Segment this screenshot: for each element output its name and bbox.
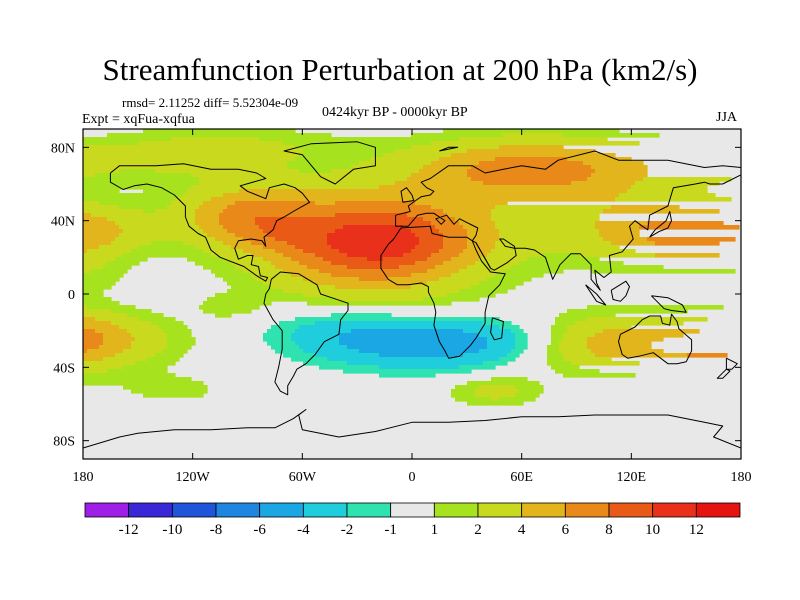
colorbar-label: 4 xyxy=(518,522,526,538)
japan-coast xyxy=(649,211,672,238)
colorbar-swatch xyxy=(521,502,566,518)
experiment-label: Expt = xqFua-xqfua xyxy=(82,112,195,127)
colorbar-swatch xyxy=(215,502,261,518)
season-label: JJA xyxy=(716,110,738,125)
y-tick-label: 40N xyxy=(51,215,75,230)
x-tick-label: 0 xyxy=(409,470,416,485)
colorbar-swatch xyxy=(302,502,348,518)
new-guinea-coast xyxy=(651,295,687,313)
colorbar-label: -2 xyxy=(341,522,354,538)
colorbar-label: 12 xyxy=(689,522,704,538)
x-tick-label: 120W xyxy=(176,470,211,485)
colorbar-swatch xyxy=(564,502,610,518)
antarctica-coast xyxy=(83,409,741,449)
north-america-coast xyxy=(109,163,311,282)
colorbar-label: 1 xyxy=(431,522,439,538)
colorbar-swatch xyxy=(433,502,479,518)
new-zealand-south xyxy=(716,368,731,379)
arabia-coast xyxy=(475,242,492,269)
x-tick-label: 120E xyxy=(617,470,647,485)
colorbar-swatch xyxy=(128,502,173,518)
colorbar-label: -4 xyxy=(297,522,310,538)
period-label: 0424kyr BP - 0000kyr BP xyxy=(322,105,468,120)
colorbar-label: -1 xyxy=(384,522,397,538)
colorbar-swatch xyxy=(608,502,654,518)
x-tick-label: 180 xyxy=(731,470,752,485)
colorbar-swatch xyxy=(171,502,217,518)
colorbar-swatch xyxy=(346,502,392,518)
colorbar-swatch xyxy=(259,502,304,518)
colorbar-label: 2 xyxy=(474,522,482,538)
colorbar: -12 -10 -8 -6 -4 -2 -1 1 2 4 6 8 10 12 xyxy=(84,502,741,538)
australia-coast xyxy=(618,313,693,365)
colorbar-label: 10 xyxy=(645,522,660,538)
colorbar-label: 6 xyxy=(562,522,570,538)
eurasia-coast xyxy=(395,150,741,291)
colorbar-swatch xyxy=(84,502,130,518)
africa-coast xyxy=(380,225,506,359)
south-america-coast xyxy=(263,271,349,396)
colorbar-label: -6 xyxy=(253,522,266,538)
y-axis: 80N 40N 0 40S 80S xyxy=(51,141,741,450)
y-tick-label: 40S xyxy=(53,361,75,376)
colorbar-swatch xyxy=(390,502,435,518)
map-title: Streamfunction Perturbation at 200 hPa (… xyxy=(102,52,698,87)
colorbar-swatch xyxy=(652,502,697,518)
x-axis: 180 120W 60W 0 60E 120E 180 xyxy=(73,129,752,485)
x-tick-label: 60E xyxy=(510,470,533,485)
new-zealand-coast xyxy=(725,357,738,370)
contour-field xyxy=(83,129,741,459)
great-britain-coast xyxy=(400,187,415,203)
colorbar-label: -12 xyxy=(119,522,139,538)
stats-label: rmsd= 2.11252 diff= 5.52304e-09 xyxy=(122,95,299,110)
madagascar-coast xyxy=(490,317,504,341)
y-tick-label: 80N xyxy=(51,141,75,156)
colorbar-label: -10 xyxy=(162,522,182,538)
colorbar-label: -8 xyxy=(210,522,223,538)
colorbar-swatch xyxy=(695,502,741,518)
sumatra-coast xyxy=(585,284,607,306)
greenland-coast xyxy=(283,141,376,185)
colorbar-swatch xyxy=(477,502,523,518)
x-tick-label: 60W xyxy=(289,470,317,485)
y-tick-label: 80S xyxy=(53,435,75,450)
borneo-coast xyxy=(610,280,630,302)
greenland-arctic-island xyxy=(439,146,459,152)
colorbar-label: 8 xyxy=(605,522,613,538)
coastlines xyxy=(83,141,741,449)
x-tick-label: 180 xyxy=(73,470,94,485)
y-tick-label: 0 xyxy=(68,288,75,303)
